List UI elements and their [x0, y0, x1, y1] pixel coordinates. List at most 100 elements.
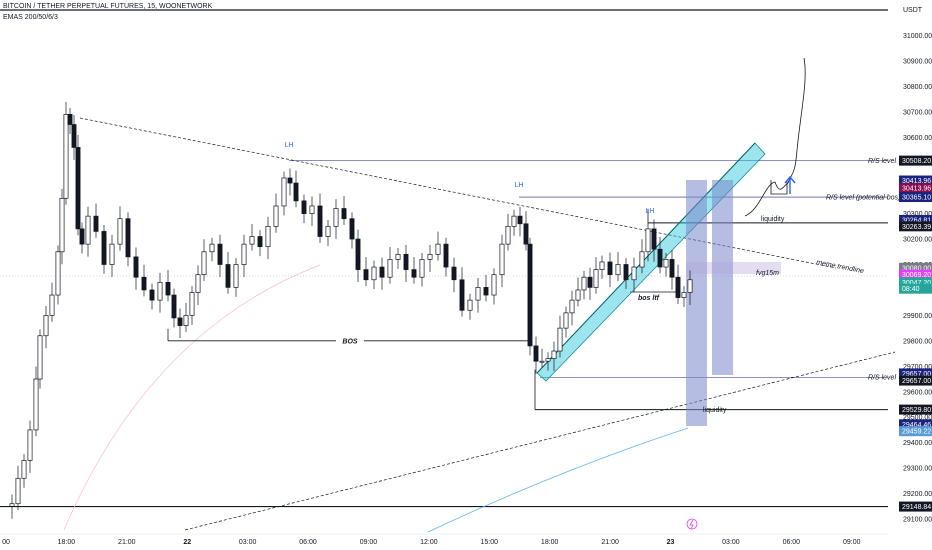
candle-body-down: [293, 182, 299, 202]
up-arrow-head-icon: [784, 175, 796, 184]
candle-body-up: [249, 236, 255, 245]
candle-body-up: [539, 360, 545, 363]
time-axis-tick-label: 22: [183, 539, 191, 546]
liquidity-zone-right: [712, 180, 733, 375]
candle: [201, 239, 207, 282]
candle-body-down: [141, 276, 147, 291]
rs-level-bottom-label: R/S level: [868, 375, 896, 382]
candle: [475, 277, 481, 313]
price-box-bg: [899, 221, 932, 232]
time-axis-tick-label: 06:00: [783, 539, 801, 546]
candle-body-down: [669, 259, 675, 278]
candle-body-down: [443, 243, 449, 268]
candle: [615, 252, 621, 282]
candle-body-up: [681, 292, 687, 298]
price-box-bg: [899, 183, 932, 194]
candle: [587, 267, 593, 300]
candle-body-up: [9, 503, 15, 507]
candle-body-down: [79, 228, 85, 245]
price-box: 29529.80: [899, 404, 932, 415]
candle-body-up: [309, 205, 315, 214]
candle: [75, 134, 81, 236]
candle: [93, 203, 99, 238]
candle-body-down: [341, 208, 347, 220]
candle-body-up: [281, 177, 287, 207]
price-box: 29657.00: [899, 375, 932, 386]
price-box-label: 30508.20: [902, 158, 931, 165]
price-box: 30080.00: [899, 262, 932, 273]
price-axis-tick-label: 29300.00: [903, 466, 932, 473]
candle-body-up: [551, 350, 557, 360]
candle-body-down: [149, 289, 155, 301]
candle-body-down: [301, 200, 307, 214]
price-box-label: 29459.22: [902, 429, 931, 436]
candle-body-up: [427, 253, 433, 260]
candle: [183, 302, 189, 332]
candle: [523, 211, 529, 251]
candle: [557, 315, 563, 358]
time-axis-tick-label: 23: [667, 539, 675, 546]
candle: [165, 269, 171, 302]
candle: [483, 274, 489, 302]
candle: [639, 239, 645, 274]
candle: [505, 213, 511, 251]
candle-body-up: [325, 225, 331, 237]
price-box: 30264.81: [899, 214, 932, 225]
candle-body-down: [651, 228, 657, 250]
time-axis-tick-label: 06:00: [299, 539, 317, 546]
candle-body-up: [491, 274, 497, 296]
candle: [663, 253, 669, 277]
candle: [195, 265, 201, 305]
candle: [273, 193, 279, 233]
candle: [371, 260, 377, 290]
price-axis-tick-label: 29800.00: [903, 338, 932, 345]
price-box-bg: [899, 175, 932, 186]
candle: [593, 257, 599, 294]
candle: [293, 170, 299, 208]
candle: [225, 252, 231, 294]
candle: [599, 255, 605, 280]
candle-body-up: [687, 279, 693, 293]
candle: [15, 465, 21, 511]
price-box: 29148.84: [899, 501, 932, 512]
candle-body-up: [545, 358, 551, 362]
candle-body-up: [557, 327, 563, 352]
candle: [403, 244, 409, 283]
candle-body-down: [171, 294, 177, 319]
candle-body-up: [233, 264, 239, 288]
candle: [209, 237, 215, 262]
time-axis-tick-label: 18:00: [541, 539, 559, 546]
candle: [355, 229, 361, 283]
candle: [499, 234, 505, 288]
lh-label-3: LH: [646, 208, 655, 215]
candle-body-up: [157, 281, 163, 301]
candle-body-down: [623, 264, 629, 281]
price-box-label: 30047.20: [902, 280, 931, 287]
candle: [85, 206, 91, 257]
price-axis-tick-label: 29900.00: [903, 313, 932, 320]
candle-body-down: [217, 243, 223, 265]
candle: [101, 225, 107, 274]
zone-boxes: [536, 57, 806, 426]
price-box-label: 30413.96: [902, 186, 931, 193]
ema-slow-line: [63, 264, 321, 531]
candle-body-down: [317, 205, 323, 237]
time-axis-tick-label: 03:00: [722, 539, 740, 546]
candle-body-up: [467, 299, 473, 311]
candle: [491, 268, 497, 305]
price-box: 30365.10: [899, 192, 932, 203]
time-axis-tick-label: 21:00: [601, 539, 619, 546]
candle-body-up: [395, 253, 401, 260]
price-box-label: 30069.20: [902, 272, 931, 279]
price-box-bg: [899, 269, 932, 280]
candle-body-up: [615, 264, 621, 276]
candle-body-up: [43, 315, 49, 337]
candle-body-up: [645, 228, 651, 253]
candle: [43, 305, 49, 349]
candle: [249, 224, 255, 251]
candle-body-up: [209, 243, 215, 253]
candle: [451, 257, 457, 293]
candle-body-up: [195, 274, 201, 293]
candle: [287, 168, 293, 196]
